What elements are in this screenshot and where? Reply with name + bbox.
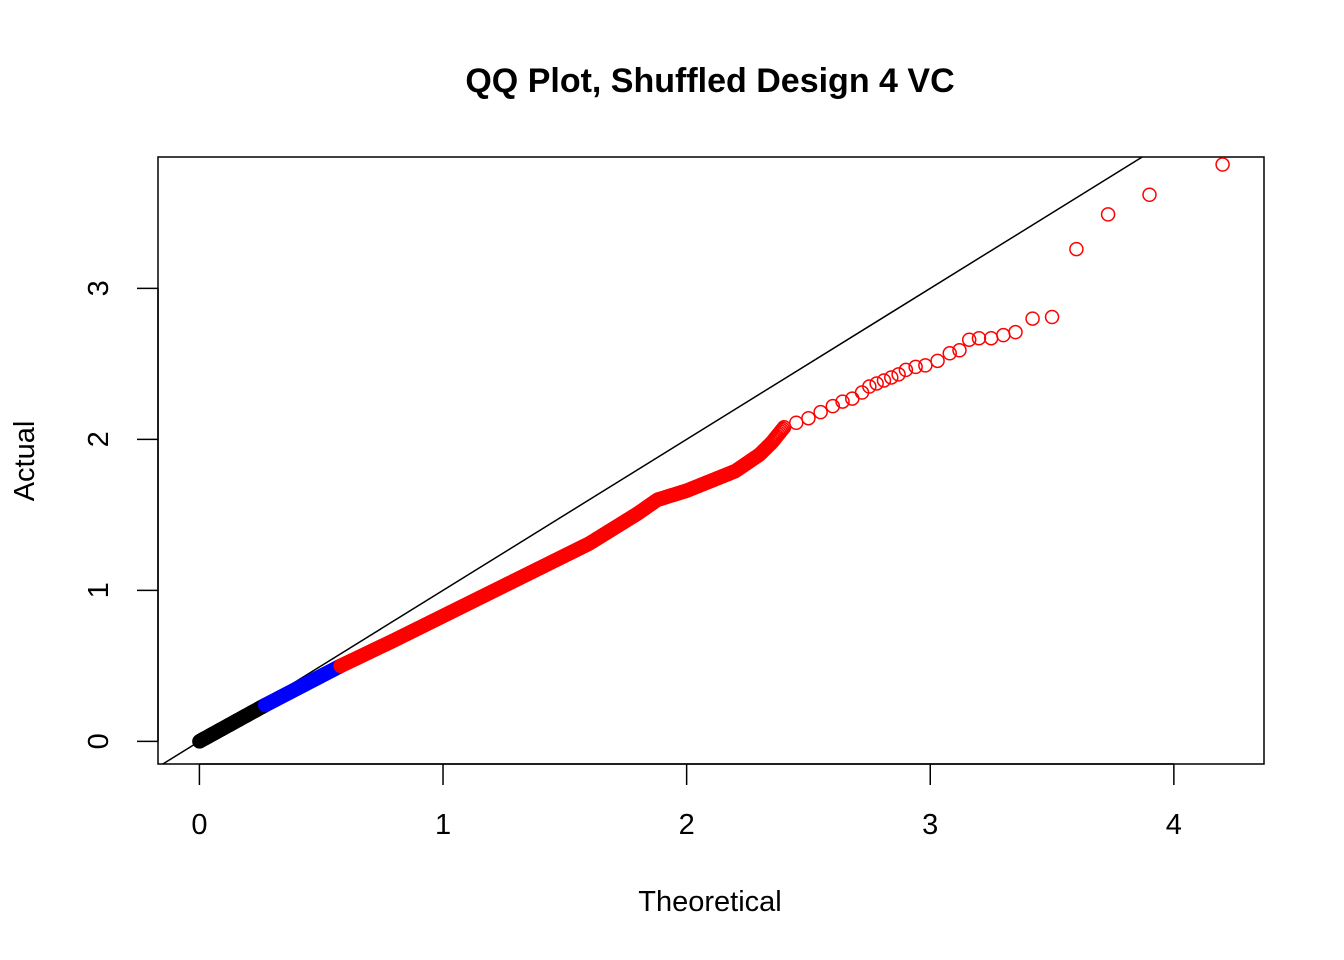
data-point bbox=[862, 379, 877, 394]
data-point bbox=[908, 359, 923, 375]
data-point bbox=[930, 353, 945, 369]
data-point bbox=[983, 330, 999, 346]
data-point bbox=[971, 330, 987, 346]
x-tick-label: 4 bbox=[1166, 809, 1182, 841]
data-point bbox=[835, 394, 850, 409]
data-point bbox=[898, 362, 914, 378]
y-axis-label: Actual bbox=[9, 421, 41, 502]
data-point bbox=[1025, 311, 1040, 326]
y-axis: 0 1 2 3 bbox=[83, 280, 159, 749]
y-tick-label: 2 bbox=[83, 431, 115, 447]
data-point bbox=[876, 373, 892, 388]
y-tick-label: 0 bbox=[83, 733, 115, 749]
data-point bbox=[952, 343, 967, 358]
x-tick-label: 3 bbox=[922, 809, 938, 841]
data-point bbox=[1044, 309, 1060, 325]
data-point bbox=[1215, 157, 1230, 172]
y-tick-label: 1 bbox=[83, 582, 115, 598]
data-point bbox=[884, 370, 899, 385]
data-point bbox=[918, 358, 933, 373]
data-point bbox=[869, 376, 884, 391]
data-point bbox=[825, 398, 841, 414]
points-group bbox=[192, 157, 1230, 749]
data-point bbox=[942, 346, 957, 361]
data-point bbox=[996, 327, 1011, 343]
x-tick-label: 2 bbox=[679, 809, 695, 841]
data-point bbox=[801, 410, 816, 426]
x-axis-label: Theoretical bbox=[638, 886, 781, 918]
data-point bbox=[813, 404, 828, 420]
chart-title: QQ Plot, Shuffled Design 4 VC bbox=[465, 62, 954, 100]
data-point bbox=[773, 424, 788, 439]
data-point bbox=[891, 367, 906, 382]
data-point bbox=[1008, 324, 1023, 340]
x-axis: 0 1 2 3 4 bbox=[191, 763, 1182, 841]
y-tick-label: 3 bbox=[83, 280, 115, 296]
data-point bbox=[775, 421, 791, 436]
data-point bbox=[774, 422, 789, 438]
data-point bbox=[776, 420, 792, 435]
data-point bbox=[1142, 187, 1157, 202]
reference-line bbox=[161, 157, 1144, 764]
x-tick-label: 0 bbox=[191, 809, 207, 841]
data-point bbox=[1069, 241, 1084, 257]
data-point bbox=[789, 415, 804, 431]
data-point bbox=[961, 332, 977, 347]
reference-line-group bbox=[161, 157, 1144, 764]
x-tick-label: 1 bbox=[435, 809, 451, 841]
data-point bbox=[1100, 207, 1116, 222]
